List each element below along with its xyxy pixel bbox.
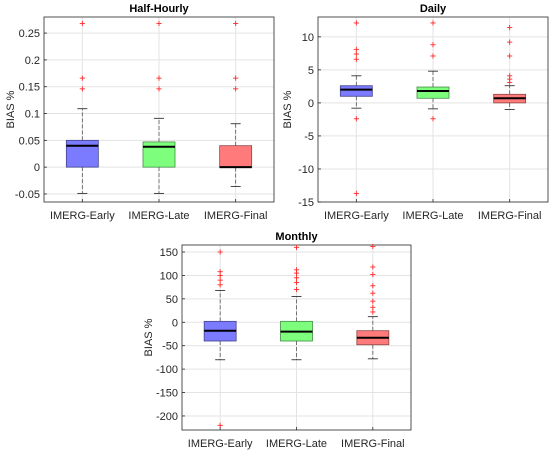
outlier-marker xyxy=(353,51,359,57)
outlier-marker xyxy=(370,264,376,270)
y-tick-label: -150 xyxy=(156,388,178,400)
x-tick-label: IMERG-Late xyxy=(128,210,189,222)
box-imerg-early xyxy=(203,249,237,428)
outlier-marker xyxy=(353,20,359,26)
outlier-marker xyxy=(233,86,239,92)
outlier-marker xyxy=(217,422,223,428)
x-tick-label: IMERG-Final xyxy=(341,438,405,450)
y-tick-label: 0.2 xyxy=(25,55,40,67)
y-tick-label: 0 xyxy=(172,317,178,329)
y-tick-label: -50 xyxy=(162,341,178,353)
y-tick-label: 0.05 xyxy=(19,135,40,147)
outlier-marker xyxy=(293,275,300,281)
outlier-marker xyxy=(353,116,359,122)
outlier-marker xyxy=(370,309,376,315)
outlier-marker xyxy=(156,20,162,27)
y-tick-label: -0.05 xyxy=(15,189,40,201)
y-tick-label: 0 xyxy=(308,98,314,110)
box-body xyxy=(65,139,99,168)
y-axis-label: BIAS % xyxy=(5,90,17,128)
y-tick-label: 5 xyxy=(308,65,314,77)
y-tick-label: 0.25 xyxy=(19,28,40,40)
y-tick-label: 150 xyxy=(160,247,178,259)
outlier-marker xyxy=(507,39,513,45)
y-tick-label: 0.1 xyxy=(25,109,40,121)
outlier-marker xyxy=(293,244,300,250)
y-tick-label: -200 xyxy=(156,411,178,423)
outlier-marker xyxy=(430,42,436,48)
y-tick-label: 100 xyxy=(160,270,178,282)
chart-panel-1: -0.05 0 0.05 0.1 0.15 0.2 0.25 IMERG-Early IMERG… xyxy=(5,3,275,222)
outlier-marker xyxy=(293,286,300,293)
x-tick-label: IMERG-Early xyxy=(188,438,253,450)
y-tick-label: -100 xyxy=(156,364,178,376)
y-tick-label: 0 xyxy=(34,162,40,174)
outlier-marker xyxy=(430,116,436,122)
box-imerg-early xyxy=(339,20,373,197)
box-imerg-final xyxy=(493,24,527,110)
outlier-marker xyxy=(353,46,359,52)
y-axis-label: BIAS % xyxy=(143,318,155,356)
box-imerg-final xyxy=(219,20,253,187)
chart-title: Monthly xyxy=(275,231,318,243)
y-tick-label: 0.15 xyxy=(19,82,40,94)
y-tick-label: 50 xyxy=(166,294,178,306)
x-tick-label: IMERG-Late xyxy=(266,438,327,450)
x-tick-label: IMERG-Final xyxy=(204,210,268,222)
box-imerg-late xyxy=(142,20,176,194)
outlier-marker xyxy=(156,75,162,81)
y-tick-label: -15 xyxy=(298,197,314,209)
outlier-marker xyxy=(370,304,376,310)
box-imerg-late xyxy=(280,244,313,361)
chart-title: Half-Hourly xyxy=(129,3,189,15)
x-tick-label: IMERG-Late xyxy=(402,210,463,222)
box-imerg-early xyxy=(65,20,99,194)
chart-title: Daily xyxy=(420,3,447,15)
box-body xyxy=(142,141,176,168)
y-tick-label: -5 xyxy=(304,131,314,143)
box-body xyxy=(339,85,373,97)
outlier-marker xyxy=(233,75,239,81)
x-tick-label: IMERG-Final xyxy=(478,210,542,222)
outlier-marker xyxy=(217,269,223,275)
box-imerg-late xyxy=(416,20,450,122)
outlier-marker xyxy=(353,56,359,62)
outlier-marker xyxy=(507,73,513,79)
outlier-marker xyxy=(156,86,162,92)
box-imerg-final xyxy=(356,243,390,360)
outlier-marker xyxy=(293,279,300,286)
x-tick-label: IMERG-Early xyxy=(324,210,389,222)
outlier-marker xyxy=(217,249,223,255)
y-tick-label: -10 xyxy=(298,164,314,176)
outlier-marker xyxy=(430,20,436,26)
outlier-marker xyxy=(233,20,239,27)
chart-panel-3: -200 -150 -100 -50 0 50 100 150 IMERG-Early IMERG… xyxy=(143,231,412,450)
box-body xyxy=(219,145,253,169)
outlier-marker xyxy=(370,290,376,296)
outlier-marker xyxy=(507,53,513,59)
outlier-marker xyxy=(79,75,85,81)
box-body xyxy=(416,86,450,99)
outlier-marker xyxy=(370,298,376,304)
outlier-marker xyxy=(217,277,223,283)
outlier-marker xyxy=(370,271,376,278)
outlier-marker xyxy=(353,190,359,197)
outlier-marker xyxy=(370,283,376,289)
outlier-marker xyxy=(430,53,436,59)
x-tick-label: IMERG-Early xyxy=(50,210,115,222)
outlier-marker xyxy=(370,243,376,250)
outlier-marker xyxy=(79,20,85,27)
y-tick-label: 10 xyxy=(302,32,314,44)
outlier-marker xyxy=(217,282,223,288)
chart-panel-2: -15 -10 -5 0 5 10 IMERG-Early IMERG-Late IMERG-F… xyxy=(282,3,549,222)
outlier-marker xyxy=(293,267,300,273)
outlier-marker xyxy=(507,24,513,31)
y-axis-label: BIAS % xyxy=(282,90,294,128)
outlier-marker xyxy=(79,86,85,92)
